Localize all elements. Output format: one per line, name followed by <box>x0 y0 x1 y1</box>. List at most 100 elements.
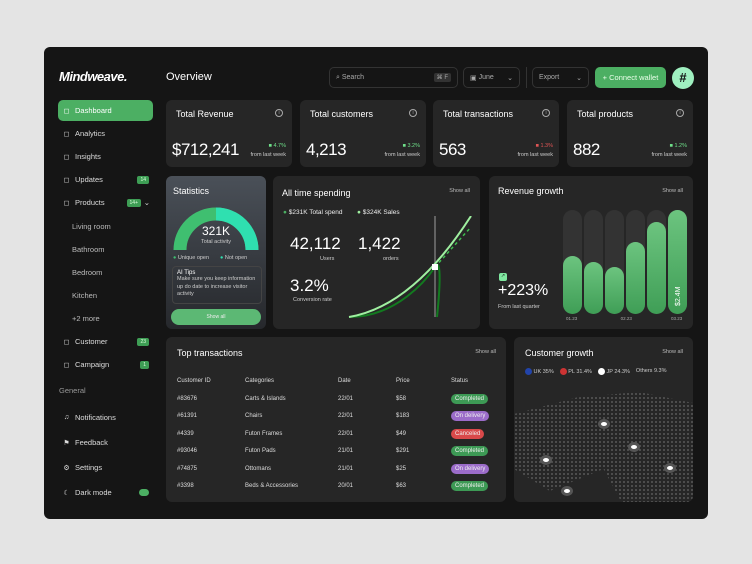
table-row[interactable]: #83676 Carts & Islands 22/01 $58 Completed <box>177 390 497 408</box>
bar-track <box>584 210 603 314</box>
x-tick-label: 02.23 <box>620 316 632 321</box>
statistics-show-all-button[interactable]: Show all <box>171 309 261 325</box>
kpi-change: ■ 3.2% <box>403 143 420 149</box>
chevron-down-icon: ⌄ <box>507 74 513 82</box>
revenue-bar[interactable] <box>626 242 645 314</box>
sidebar-item-notifications[interactable]: ♫ Notifications <box>58 407 153 428</box>
avatar[interactable]: # <box>672 67 694 89</box>
sidebar-item-settings[interactable]: ⚙ Settings <box>58 457 153 478</box>
conversion-label: Conversion rate <box>293 297 332 303</box>
activity-label: Total activity <box>201 239 231 245</box>
table-row[interactable]: #4339 Futon Frames 22/01 $49 Canceled <box>177 425 497 443</box>
chevron-down-icon[interactable]: ⌄ <box>143 198 150 207</box>
spending-show-all[interactable]: Show all <box>449 188 470 194</box>
table-cell: #74875 <box>177 465 198 472</box>
flag-icon <box>597 368 605 375</box>
logo: Mindweave. <box>59 69 127 84</box>
table-cell: #83676 <box>177 395 198 402</box>
table-row[interactable]: #74875 Ottomans 21/01 $25 On delivery <box>177 460 497 478</box>
sidebar-item-label: Dark mode <box>75 488 112 497</box>
sidebar-item-label: Bathroom <box>72 245 105 254</box>
country-stat: PL 31.4% <box>559 368 592 375</box>
growth-title: Customer growth <box>525 348 594 358</box>
info-icon[interactable]: i <box>542 109 550 117</box>
sidebar-item-living-room[interactable]: Living room <box>58 216 153 237</box>
bag-icon: ◻ <box>63 199 70 207</box>
export-label: Export <box>539 74 560 81</box>
kpi-change-value: 1.3% <box>540 143 553 149</box>
legend-label: Not open <box>224 255 248 261</box>
country-stat: JP 24.3% <box>597 368 630 375</box>
sidebar-item-bathroom[interactable]: Bathroom <box>58 239 153 260</box>
kpi-value: 882 <box>573 140 600 159</box>
kpi-from: from last week <box>651 152 687 158</box>
column-header: Categories <box>245 378 275 384</box>
growth-show-all[interactable]: Show all <box>662 349 683 355</box>
month-select[interactable]: ▣ June ⌄ <box>463 67 520 88</box>
sidebar-item-feedback[interactable]: ⚑ Feedback <box>58 432 153 453</box>
search-input[interactable]: ⌕ Search ⌘ F <box>329 67 458 88</box>
table-row[interactable]: #93046 Futon Pads 21/01 $291 Completed <box>177 443 497 461</box>
series-sales <box>348 216 472 318</box>
legend-sales: ● $324K Sales <box>357 209 400 216</box>
table-cell: $63 <box>396 483 407 490</box>
country-label: PL <box>568 368 575 375</box>
gear-icon: ⚙ <box>63 464 70 472</box>
ai-tips-title: AI Tips <box>177 270 196 276</box>
kpi-value: 4,213 <box>306 140 347 159</box>
kpi-from: from last week <box>384 152 420 158</box>
trend-up-icon: ↗ <box>499 273 507 281</box>
revenue-bar[interactable] <box>563 255 582 314</box>
sidebar-item-dark-mode[interactable]: ☾ Dark mode <box>58 482 153 503</box>
table-cell: $291 <box>396 448 410 455</box>
sidebar-item--2-more[interactable]: +2 more <box>58 308 153 329</box>
export-select[interactable]: Export ⌄ <box>532 67 589 88</box>
kpi-change-value: 4.7% <box>273 143 286 149</box>
sidebar-item-bedroom[interactable]: Bedroom <box>58 262 153 283</box>
info-icon[interactable]: i <box>676 109 684 117</box>
series-projection <box>434 226 472 268</box>
kpi-value: 563 <box>439 140 466 159</box>
sidebar-item-campaign[interactable]: ◻ Campaign 1 <box>58 354 153 375</box>
sidebar-item-kitchen[interactable]: Kitchen <box>58 285 153 306</box>
sidebar-item-customer[interactable]: ◻ Customer 23 <box>58 331 153 352</box>
info-icon[interactable]: i <box>275 109 283 117</box>
table-cell: Carts & Islands <box>245 395 286 402</box>
chevron-down-icon: ⌄ <box>576 74 582 82</box>
table-row[interactable]: #61391 Chairs 22/01 $183 On delivery <box>177 408 497 426</box>
sidebar-item-dashboard[interactable]: ◻ Dashboard <box>58 100 153 121</box>
sidebar-item-products[interactable]: ◻ Products 14+ ⌄ <box>58 192 153 213</box>
map-pin[interactable] <box>598 419 610 429</box>
status-badge: Canceled <box>451 428 485 439</box>
table-cell: $25 <box>396 465 407 472</box>
count-badge: 23 <box>137 337 149 346</box>
revenue-bar[interactable] <box>584 262 603 314</box>
transactions-card: Top transactions Show all Customer ID Cat… <box>166 337 506 502</box>
country-stat: UK 35% <box>525 368 554 375</box>
sidebar-item-analytics[interactable]: ◻ Analytics <box>58 123 153 144</box>
revenue-bar[interactable] <box>647 222 666 314</box>
revenue-bar[interactable]: $2.4M <box>668 210 687 314</box>
kpi-title: Total customers <box>310 109 374 119</box>
trophy-icon: ◻ <box>63 361 70 369</box>
revenue-show-all[interactable]: Show all <box>662 188 683 194</box>
map-pin[interactable] <box>561 486 573 496</box>
transactions-show-all[interactable]: Show all <box>475 349 496 355</box>
info-icon[interactable]: i <box>409 109 417 117</box>
sidebar-item-insights[interactable]: ◻ Insights <box>58 146 153 167</box>
map-pin[interactable] <box>664 463 676 473</box>
table-row[interactable]: #3398 Beds & Accessories 20/01 $63 Completed <box>177 478 497 496</box>
crosshair-point <box>432 264 438 270</box>
kpi-title: Total transactions <box>443 109 514 119</box>
table-cell: Completed <box>451 443 497 461</box>
dark-mode-toggle[interactable] <box>139 489 149 496</box>
chart-icon: ◻ <box>63 130 70 138</box>
sidebar-item-updates[interactable]: ◻ Updates 14 <box>58 169 153 190</box>
revenue-bar[interactable] <box>605 267 624 314</box>
legend-label: Unique open <box>177 255 210 261</box>
map-pin[interactable] <box>540 455 552 465</box>
map-pin[interactable] <box>628 442 640 452</box>
country-value: 31.4% <box>576 368 592 375</box>
connect-wallet-button[interactable]: + Connect wallet <box>595 67 666 88</box>
table-cell: #3398 <box>177 483 194 490</box>
